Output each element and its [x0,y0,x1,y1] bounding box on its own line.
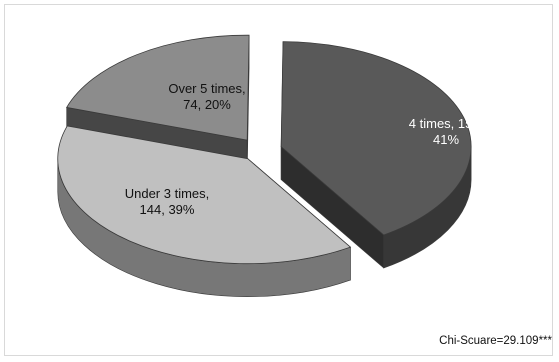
chi-square-annotation: Chi-Scuare=29.109*** [439,335,552,347]
data-label-4-times: 4 times, 150, 41% [409,116,483,147]
pie-labels: 4 times, 150, 41% Under 3 times, 144, 39% Ov… [125,81,483,217]
pie-slice-4-times [280,41,472,236]
data-label-under-3-times: Under 3 times, 144, 39% [125,186,210,217]
pie-slice-under-3-times [57,125,352,265]
chart-area: 4 times, 150, 41% Under 3 times, 144, 39% Ov… [4,4,553,356]
data-label-over-5-times: Over 5 times, 74, 20% [168,81,245,112]
pie-chart: 4 times, 150, 41% Under 3 times, 144, 39% Ov… [57,34,483,297]
pie-tops [57,34,472,265]
pie-slice-over-5-times [66,34,250,141]
